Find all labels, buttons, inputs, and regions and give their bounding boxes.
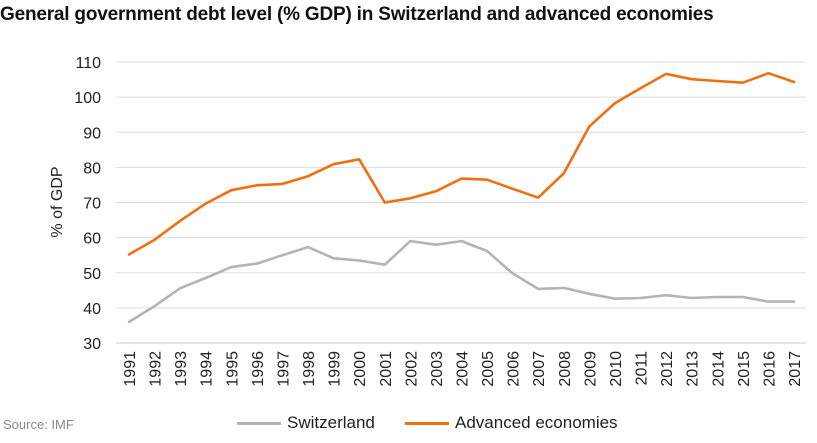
y-tick-label: 80	[83, 160, 101, 177]
legend-swatch-switzerland	[237, 421, 281, 425]
x-tick-label: 1994	[199, 351, 216, 387]
x-tick-label: 1992	[148, 351, 165, 387]
x-tick-label: 1995	[224, 351, 241, 387]
y-tick-label: 40	[83, 301, 101, 318]
x-tick-label: 2000	[352, 351, 369, 387]
legend-label-advanced-economies: Advanced economies	[455, 413, 618, 432]
y-tick-label: 90	[83, 125, 101, 142]
gridlines	[116, 61, 806, 309]
x-tick-label: 1997	[275, 351, 292, 387]
x-tick-label: 2012	[659, 351, 676, 387]
legend-swatch-advanced-economies	[405, 421, 449, 425]
x-tick-label: 2004	[455, 351, 472, 387]
x-tick-label: 2014	[710, 351, 727, 387]
y-tick-label: 70	[83, 196, 101, 213]
y-axis-label: % of GDP	[49, 166, 66, 237]
x-tick-label: 1996	[250, 351, 267, 387]
y-axis-ticks: 30 40 50 60 70 80 90 100 110	[74, 55, 101, 353]
y-tick-label: 110	[75, 55, 101, 72]
x-tick-label: 2010	[608, 351, 625, 387]
chart-title: General government debt level (% GDP) in…	[0, 4, 714, 25]
x-tick-label: 2002	[403, 351, 420, 387]
x-tick-label: 2006	[506, 351, 523, 387]
y-tick-label: 30	[83, 336, 101, 353]
x-tick-label: 2015	[736, 351, 753, 387]
x-tick-label: 2017	[787, 351, 804, 387]
y-tick-label: 50	[83, 266, 101, 283]
x-tick-label: 2008	[557, 351, 574, 387]
x-tick-label: 1991	[122, 351, 139, 387]
x-tick-label: 2011	[634, 351, 651, 386]
x-tick-label: 2016	[761, 351, 778, 387]
x-tick-label: 1999	[327, 351, 344, 387]
x-tick-label: 2001	[378, 351, 395, 387]
y-tick-label: 60	[83, 231, 101, 248]
x-axis-ticks: 1991 1992 1993 1994 1995 1996 1997 1998 1999 2000…	[122, 351, 804, 387]
x-tick-label: 2013	[685, 351, 702, 387]
x-tick-label: 2003	[429, 351, 446, 387]
x-tick-label: 2009	[582, 351, 599, 387]
source-note: Source: IMF	[3, 417, 74, 432]
legend: Switzerland Advanced economies	[0, 413, 817, 437]
legend-item-switzerland: Switzerland	[237, 413, 375, 433]
x-tick-label: 2007	[531, 351, 548, 387]
x-tick-label: 1998	[301, 351, 318, 387]
y-tick-label: 100	[74, 90, 101, 107]
legend-label-switzerland: Switzerland	[287, 413, 375, 432]
x-tick-label: 1993	[173, 351, 190, 387]
series-line-switzerland	[127, 239, 796, 324]
series-lines	[127, 71, 796, 324]
x-tick-label: 2005	[480, 351, 497, 387]
legend-item-advanced-economies: Advanced economies	[405, 413, 618, 433]
series-line-advanced-economies	[127, 71, 796, 256]
